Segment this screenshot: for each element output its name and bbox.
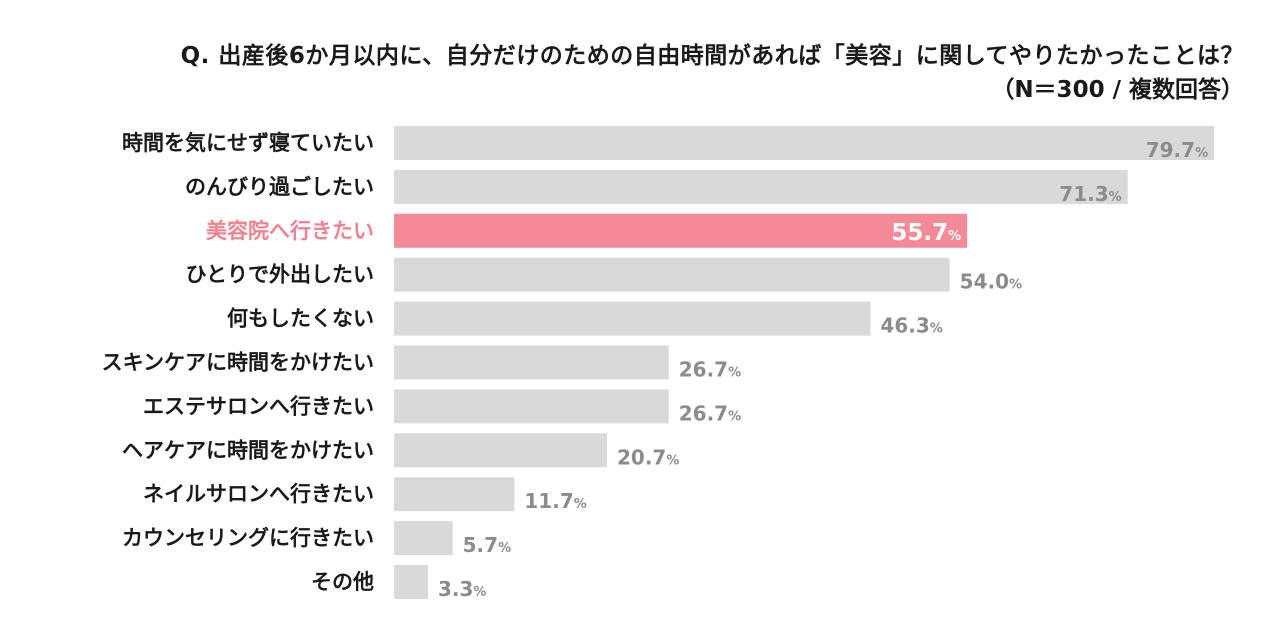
category-label-10: カウンセリングに行きたい xyxy=(122,526,374,550)
value-label-8: 20.7% xyxy=(617,445,679,469)
category-label-9: ネイルサロンへ行きたい xyxy=(143,482,374,506)
bar-10 xyxy=(394,521,453,556)
value-label-9: 11.7% xyxy=(524,489,586,513)
category-label-11: その他 xyxy=(311,570,374,594)
chart-subtitle: （N＝300 / 複数回答） xyxy=(991,77,1244,103)
value-label-5: 46.3% xyxy=(880,314,942,338)
value-label-11: 3.3% xyxy=(438,577,486,601)
value-label-6: 26.7% xyxy=(679,358,741,382)
value-label-7: 26.7% xyxy=(679,401,741,425)
category-label-5: 何もしたくない xyxy=(227,307,374,331)
value-label-1: 79.7% xyxy=(1146,138,1208,162)
bar-2 xyxy=(394,169,1128,204)
bar-3 xyxy=(394,213,968,248)
category-label-7: エステサロンへ行きたい xyxy=(143,394,374,418)
value-label-10: 5.7% xyxy=(463,533,511,557)
bar-1 xyxy=(394,126,1215,160)
value-label-2: 71.3% xyxy=(1059,182,1121,206)
category-label-4: ひとりで外出したい xyxy=(186,263,374,287)
bar-8 xyxy=(394,433,608,468)
bar-4 xyxy=(394,257,950,292)
category-label-1: 時間を気にせず寝ていたい xyxy=(122,131,374,155)
value-label-3: 55.7% xyxy=(891,220,961,246)
category-label-6: スキンケアに時間をかけたい xyxy=(102,351,374,375)
value-label-4: 54.0% xyxy=(960,270,1022,294)
category-label-2: のんびり過ごしたい xyxy=(185,175,374,199)
bar-6 xyxy=(394,345,669,380)
category-label-3: 美容院へ行きたい xyxy=(206,219,374,243)
bar-9 xyxy=(394,477,515,512)
category-label-8: ヘアケアに時間をかけたい xyxy=(122,438,374,462)
bar-11 xyxy=(394,565,428,599)
bar-5 xyxy=(394,301,871,336)
chart-title: Q. 出産後6か月以内に、自分だけのための自由時間があれば「美容」に関してやりた… xyxy=(180,43,1244,69)
bar-7 xyxy=(394,389,669,424)
